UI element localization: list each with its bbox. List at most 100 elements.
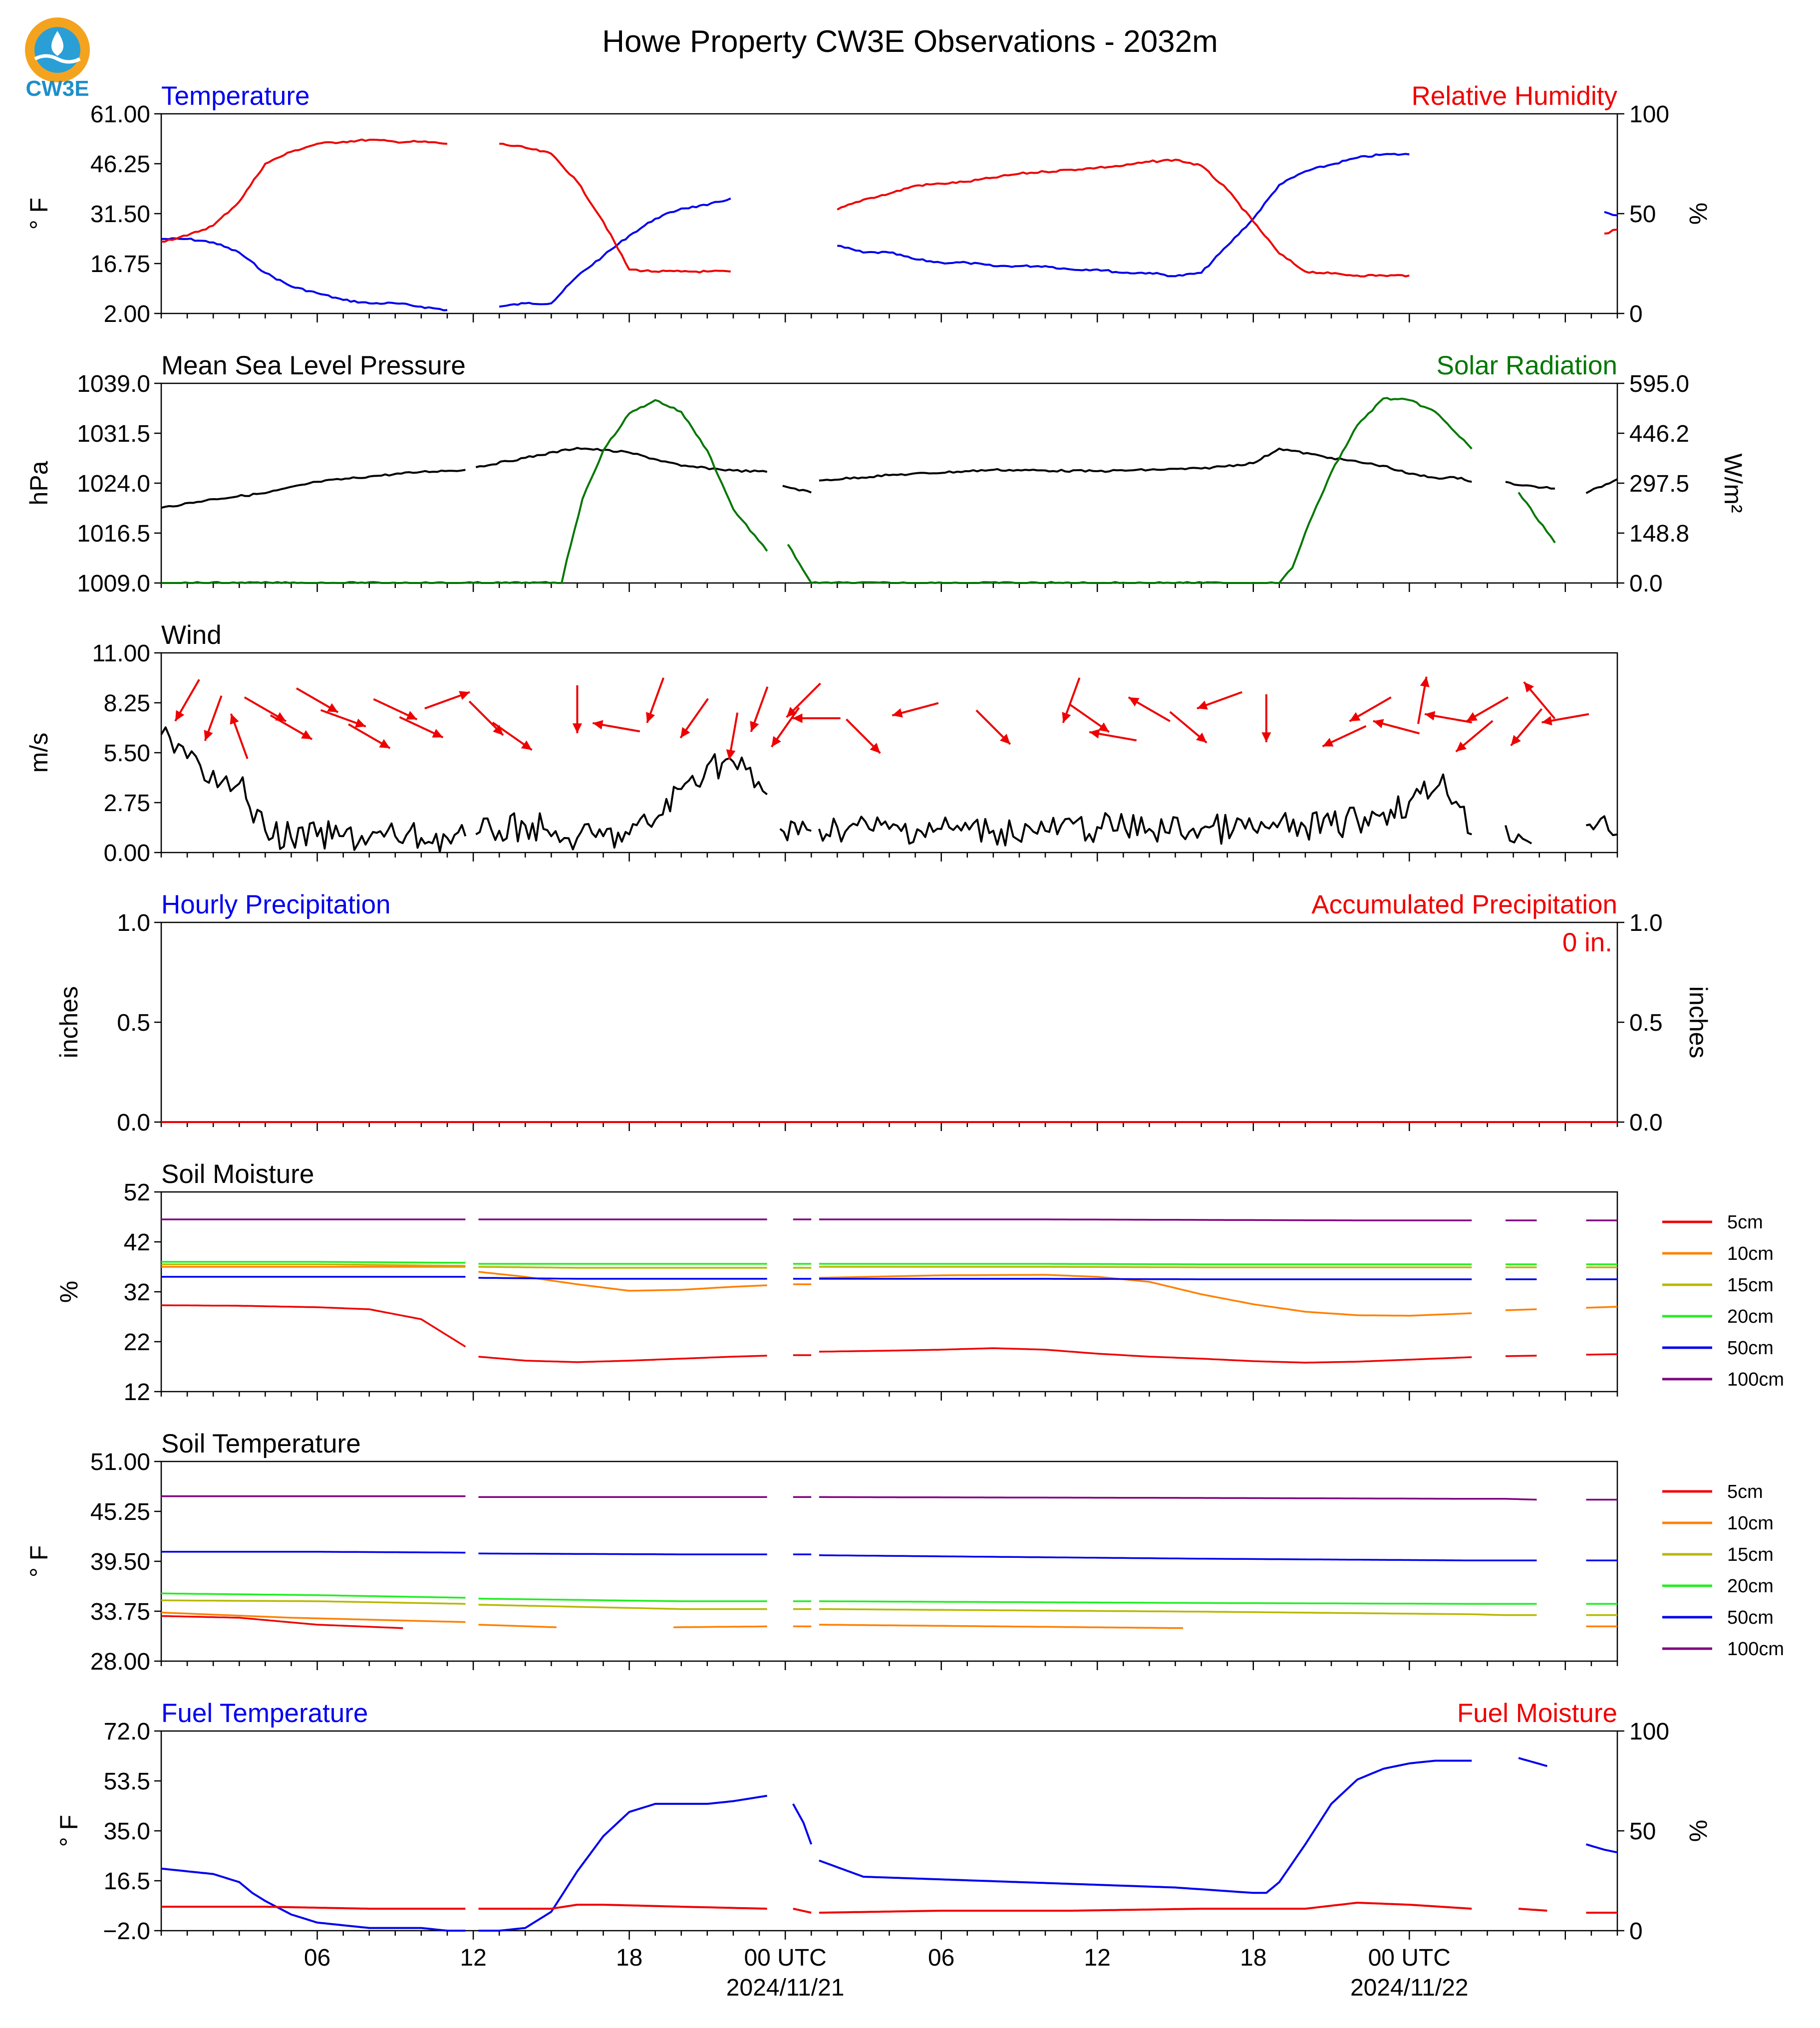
panel-pressure_solar: 1039.0 1031.5 1024.0 1016.5 1009.0 595.0 446.2…: [25, 351, 1747, 597]
y-tick-label-right: 100: [1629, 1719, 1669, 1745]
y-tick-label: 8.25: [104, 690, 150, 717]
legend-label: 20cm: [1727, 1576, 1774, 1597]
series-line-50cm: [161, 1551, 1617, 1562]
y-tick-label: 72.0: [104, 1719, 150, 1745]
wind-arrow: [726, 712, 739, 760]
y-tick-label: 5.50: [104, 740, 150, 767]
y-axis-label-left: ° F: [25, 198, 53, 230]
panel-title-left: Fuel Temperature: [161, 1699, 368, 1728]
wind-arrow: [1062, 677, 1081, 723]
y-tick-label: 31.50: [90, 201, 150, 228]
legend-label: 15cm: [1727, 1275, 1774, 1296]
series-line-15cm: [161, 1599, 1617, 1616]
legend-label: 10cm: [1727, 1513, 1774, 1534]
panel-title-right: Solar Radiation: [1437, 351, 1617, 380]
wind-arrow: [1197, 691, 1242, 710]
accumulated-precip-annotation: 0 in.: [1562, 928, 1612, 957]
y-axis-label-left: m/s: [25, 733, 53, 773]
series-line-50cm: [161, 1276, 1617, 1280]
y-tick-label: 1016.5: [77, 521, 150, 547]
y-tick-label-right: 0.5: [1629, 1010, 1663, 1036]
panel-precip: 1.0 0.5 0.0 1.0 0.5 0.0 Hourly Precipitation Ac…: [55, 890, 1712, 1136]
y-tick-label: 2.75: [104, 790, 150, 817]
y-tick-label: 53.5: [104, 1768, 150, 1795]
wind-arrow: [1510, 708, 1543, 747]
plot-frame: [160, 652, 1618, 854]
wind-arrow: [646, 677, 664, 723]
series-line-mean-sea-level-pressure: [161, 447, 1618, 509]
y-tick-label: 1031.5: [77, 421, 150, 447]
series-line-solar-radiation: [161, 397, 1556, 584]
wind-arrow: [1424, 711, 1473, 724]
wind-arrow: [975, 709, 1011, 745]
series-line-10cm: [161, 1266, 1618, 1317]
wind-arrow: [1261, 694, 1271, 742]
y-axis-label-left: inches: [55, 986, 83, 1059]
wind-arrow: [846, 718, 881, 754]
x-axis-labels: 06 12 18 00 UTC 06 12 18 00 UTC 2024/11/21 2024/1…: [304, 1945, 1469, 2001]
y-tick-label-right: 50: [1629, 1818, 1656, 1845]
y-axis-label-right: %: [1684, 203, 1712, 225]
wind-arrow: [230, 713, 249, 759]
wind-arrow: [1349, 696, 1392, 722]
series-line-15cm: [161, 1263, 1617, 1269]
series-line-fuel-moisture: [161, 1902, 1617, 1914]
wind-arrow: [468, 700, 504, 736]
wind-arrow: [892, 702, 939, 718]
y-axis-label-right: %: [1684, 1820, 1712, 1842]
wind-arrow: [572, 685, 582, 733]
wind-arrow: [1417, 676, 1430, 724]
legend-label: 50cm: [1727, 1338, 1774, 1359]
x-tick-label: 18: [1240, 1945, 1266, 1971]
panel-title-right: Accumulated Precipitation: [1311, 890, 1617, 919]
series-line-20cm: [161, 1261, 1617, 1265]
y-tick-label: 32: [124, 1279, 150, 1306]
plot-frame: [160, 1730, 1618, 1932]
x-tick-label: 00 UTC: [1368, 1945, 1451, 1971]
legend-label: 15cm: [1727, 1544, 1774, 1565]
y-tick-label-right: 148.8: [1629, 521, 1689, 547]
legend-label: 10cm: [1727, 1243, 1774, 1264]
series-line-5cm: [161, 1615, 403, 1629]
x-tick-label: 06: [304, 1945, 330, 1971]
wind-arrow: [1069, 703, 1110, 733]
y-axis-label-right: inches: [1684, 986, 1712, 1059]
panel-title-left: Hourly Precipitation: [161, 890, 391, 919]
y-tick-label: 33.75: [90, 1599, 150, 1625]
panel-fuel: 72.0 53.5 35.0 16.5 −2.0 100 50 0 Fuel Temperatu…: [55, 1699, 1712, 1945]
series-line-5cm: [161, 1304, 1618, 1364]
wind-arrow: [792, 713, 841, 723]
panel-title-right: Fuel Moisture: [1457, 1699, 1617, 1728]
wind-arrow: [750, 686, 769, 732]
wind-arrow: [373, 698, 418, 721]
wind-arrow: [679, 698, 709, 739]
y-tick-label: 46.25: [90, 151, 150, 178]
plot-frame: [160, 382, 1618, 584]
legend-label: 5cm: [1727, 1212, 1763, 1233]
wind-arrow: [1466, 696, 1509, 722]
y-tick-label: 51.00: [90, 1449, 150, 1475]
panel-wind: 11.00 8.25 5.50 2.75 0.00 Wind m/s: [25, 620, 1618, 867]
y-tick-label: 1039.0: [77, 371, 150, 397]
y-tick-label: 1024.0: [77, 471, 150, 497]
x-tick-label: 12: [460, 1945, 486, 1971]
series-line-20cm: [161, 1592, 1617, 1605]
panel-title-right: Relative Humidity: [1412, 81, 1618, 111]
wind-arrow: [1455, 720, 1494, 753]
y-tick-label-right: 0: [1629, 301, 1643, 327]
wind-arrow: [320, 709, 366, 728]
y-axis-label-left: %: [55, 1281, 83, 1303]
y-tick-label: 42: [124, 1229, 150, 1256]
wind-arrow: [348, 723, 391, 749]
logo-text: CW3E: [25, 76, 89, 101]
plot-frame: [160, 113, 1618, 314]
legend: 5cm 10cm 15cm 20cm 50cm 100cm: [1662, 1212, 1784, 1390]
wind-arrow: [174, 679, 200, 722]
figure-title: Howe Property CW3E Observations - 2032m: [602, 24, 1218, 59]
y-tick-label: 0.0: [117, 1110, 150, 1136]
y-tick-label-right: 595.0: [1629, 371, 1689, 397]
legend-label: 100cm: [1727, 1369, 1784, 1390]
wind-arrow: [1322, 725, 1367, 748]
y-axis-label-right: W/m²: [1719, 453, 1747, 513]
y-tick-label: 12: [124, 1379, 150, 1406]
